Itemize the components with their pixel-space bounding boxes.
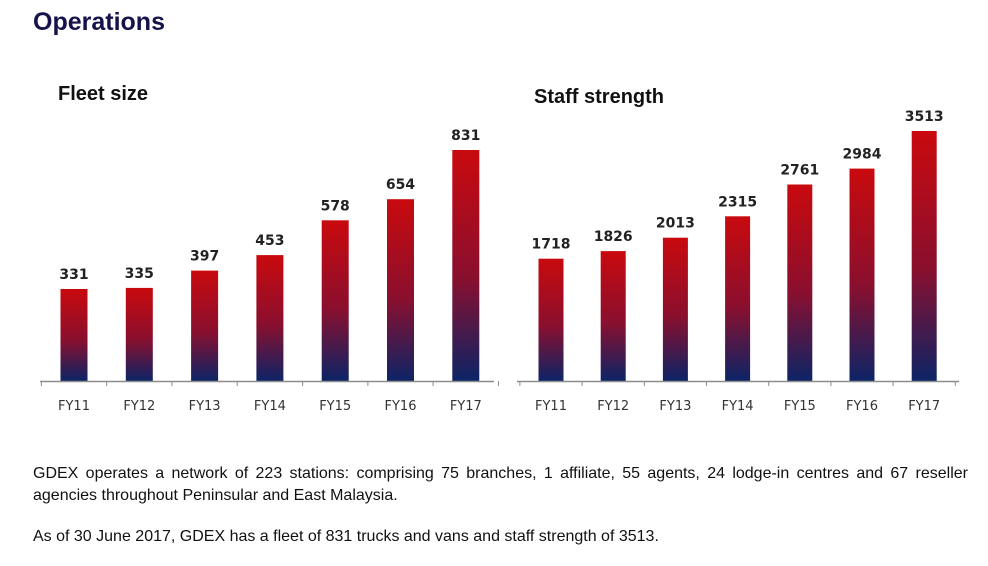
bar-fy11 <box>60 289 88 381</box>
bar-fy11 <box>538 258 564 381</box>
tick-label: FY15 <box>319 399 351 414</box>
tick-label: FY16 <box>846 399 878 414</box>
data-label: 2315 <box>718 194 757 210</box>
tick-label: FY17 <box>908 399 940 414</box>
tick-label: FY16 <box>385 399 417 414</box>
bar-fy15 <box>787 184 813 381</box>
data-label: 2013 <box>656 216 695 232</box>
page-heading: Operations <box>33 8 165 36</box>
tick-label: FY11 <box>58 399 90 414</box>
tick-label: FY11 <box>535 399 567 414</box>
tick-label: FY14 <box>722 399 754 414</box>
bar-fy14 <box>725 216 751 381</box>
fleet-size-chart: Fleet size 331 335 397 453 578 654 831 FY11 FY12 F… <box>40 83 499 414</box>
bar-fy12 <box>600 251 626 381</box>
tick-label: FY13 <box>189 399 221 414</box>
bar-fy13 <box>662 237 688 381</box>
data-label: 2761 <box>780 163 819 179</box>
data-label: 654 <box>386 177 415 193</box>
bar-fy14 <box>256 255 284 381</box>
bar-fy17 <box>452 150 480 381</box>
tick-label: FY14 <box>254 399 286 414</box>
bar-fy17 <box>911 131 937 381</box>
chart-title: Staff strength <box>534 86 664 108</box>
tick-label: FY17 <box>450 399 482 414</box>
data-label: 2984 <box>843 147 882 163</box>
bar-fy15 <box>321 220 349 381</box>
tick-label: FY12 <box>597 399 629 414</box>
network-description: GDEX operates a network of 223 stations:… <box>33 465 968 504</box>
bar-fy12 <box>125 287 153 381</box>
bar-fy16 <box>387 199 414 381</box>
data-label: 397 <box>190 249 219 265</box>
data-label: 453 <box>255 233 284 249</box>
data-label: 331 <box>59 267 88 283</box>
chart-title: Fleet size <box>58 83 148 105</box>
tick-label: FY15 <box>784 399 816 414</box>
data-label: 1718 <box>532 237 571 253</box>
fleet-staff-summary: As of 30 June 2017, GDEX has a fleet of … <box>33 528 659 545</box>
bar-fy13 <box>191 270 219 381</box>
data-label: 831 <box>451 128 480 144</box>
data-label: 578 <box>321 198 350 214</box>
data-label: 3513 <box>905 109 944 125</box>
staff-strength-chart: Staff strength 1718 1826 2013 2315 2761 2984 35… <box>517 86 959 414</box>
data-label: 335 <box>125 266 154 282</box>
bar-fy16 <box>849 168 875 381</box>
tick-label: FY12 <box>123 399 155 414</box>
data-label: 1826 <box>594 229 633 245</box>
tick-label: FY13 <box>659 399 691 414</box>
